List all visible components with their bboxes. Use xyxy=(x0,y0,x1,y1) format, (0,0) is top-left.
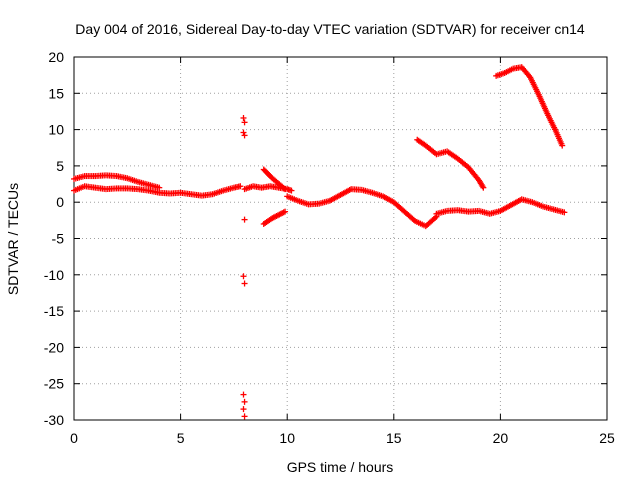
y-axis: -30 -25 -20 -15 -10 -5 0 5 10 15 20 xyxy=(44,49,607,428)
y-tick-label: -25 xyxy=(44,376,64,392)
x-axis-label: GPS time / hours xyxy=(287,459,394,475)
point-isolated-points-8h xyxy=(240,273,247,280)
grid xyxy=(74,57,607,420)
x-tick-label: 15 xyxy=(386,430,402,446)
point-isolated-points-8h xyxy=(240,406,247,413)
point-isolated-points-8h xyxy=(241,119,248,126)
y-tick-label: 15 xyxy=(48,85,64,101)
point-track-lower-early xyxy=(237,183,244,190)
y-tick-label: -20 xyxy=(44,339,64,355)
point-isolated-points-8h xyxy=(241,398,248,405)
point-track-16-19 xyxy=(480,184,487,191)
x-tick-label: 25 xyxy=(599,430,615,446)
point-track-upper-early xyxy=(156,184,163,191)
y-axis-label: SDTVAR / TECUs xyxy=(5,183,21,295)
point-track-20-23-high xyxy=(559,142,566,149)
point-isolated-points-8h xyxy=(240,391,247,398)
point-isolated-points-8h xyxy=(241,216,248,223)
x-tick-label: 20 xyxy=(493,430,509,446)
point-isolated-points-8h xyxy=(240,114,247,121)
data-points xyxy=(71,64,568,420)
y-tick-label: 0 xyxy=(56,194,64,210)
point-track-mid-8-10 xyxy=(288,187,295,194)
y-tick-label: -30 xyxy=(44,412,64,428)
y-tick-label: 20 xyxy=(48,49,64,65)
point-isolated-points-8h xyxy=(240,129,247,136)
x-tick-label: 10 xyxy=(279,430,295,446)
y-tick-label: -5 xyxy=(52,231,65,247)
point-isolated-points-8h xyxy=(241,280,248,287)
y-tick-label: -10 xyxy=(44,267,64,283)
point-isolated-points-8h xyxy=(241,132,248,139)
y-tick-label: -15 xyxy=(44,303,64,319)
y-tick-label: 10 xyxy=(48,122,64,138)
x-axis: 0 5 10 15 20 25 xyxy=(70,57,615,446)
y-tick-label: 5 xyxy=(56,158,64,174)
point-track-main-10-16 xyxy=(410,216,417,223)
x-tick-label: 0 xyxy=(70,430,78,446)
point-track-spike-9 xyxy=(282,186,289,193)
point-track-rising-9 xyxy=(282,208,289,215)
plot-frame xyxy=(73,56,608,421)
point-track-main-10-16 xyxy=(432,214,439,221)
chart-title: Day 004 of 2016, Sidereal Day-to-day VTE… xyxy=(75,21,585,37)
point-track-late-17-23 xyxy=(561,209,568,216)
point-isolated-points-8h xyxy=(241,413,248,420)
x-tick-label: 5 xyxy=(177,430,185,446)
